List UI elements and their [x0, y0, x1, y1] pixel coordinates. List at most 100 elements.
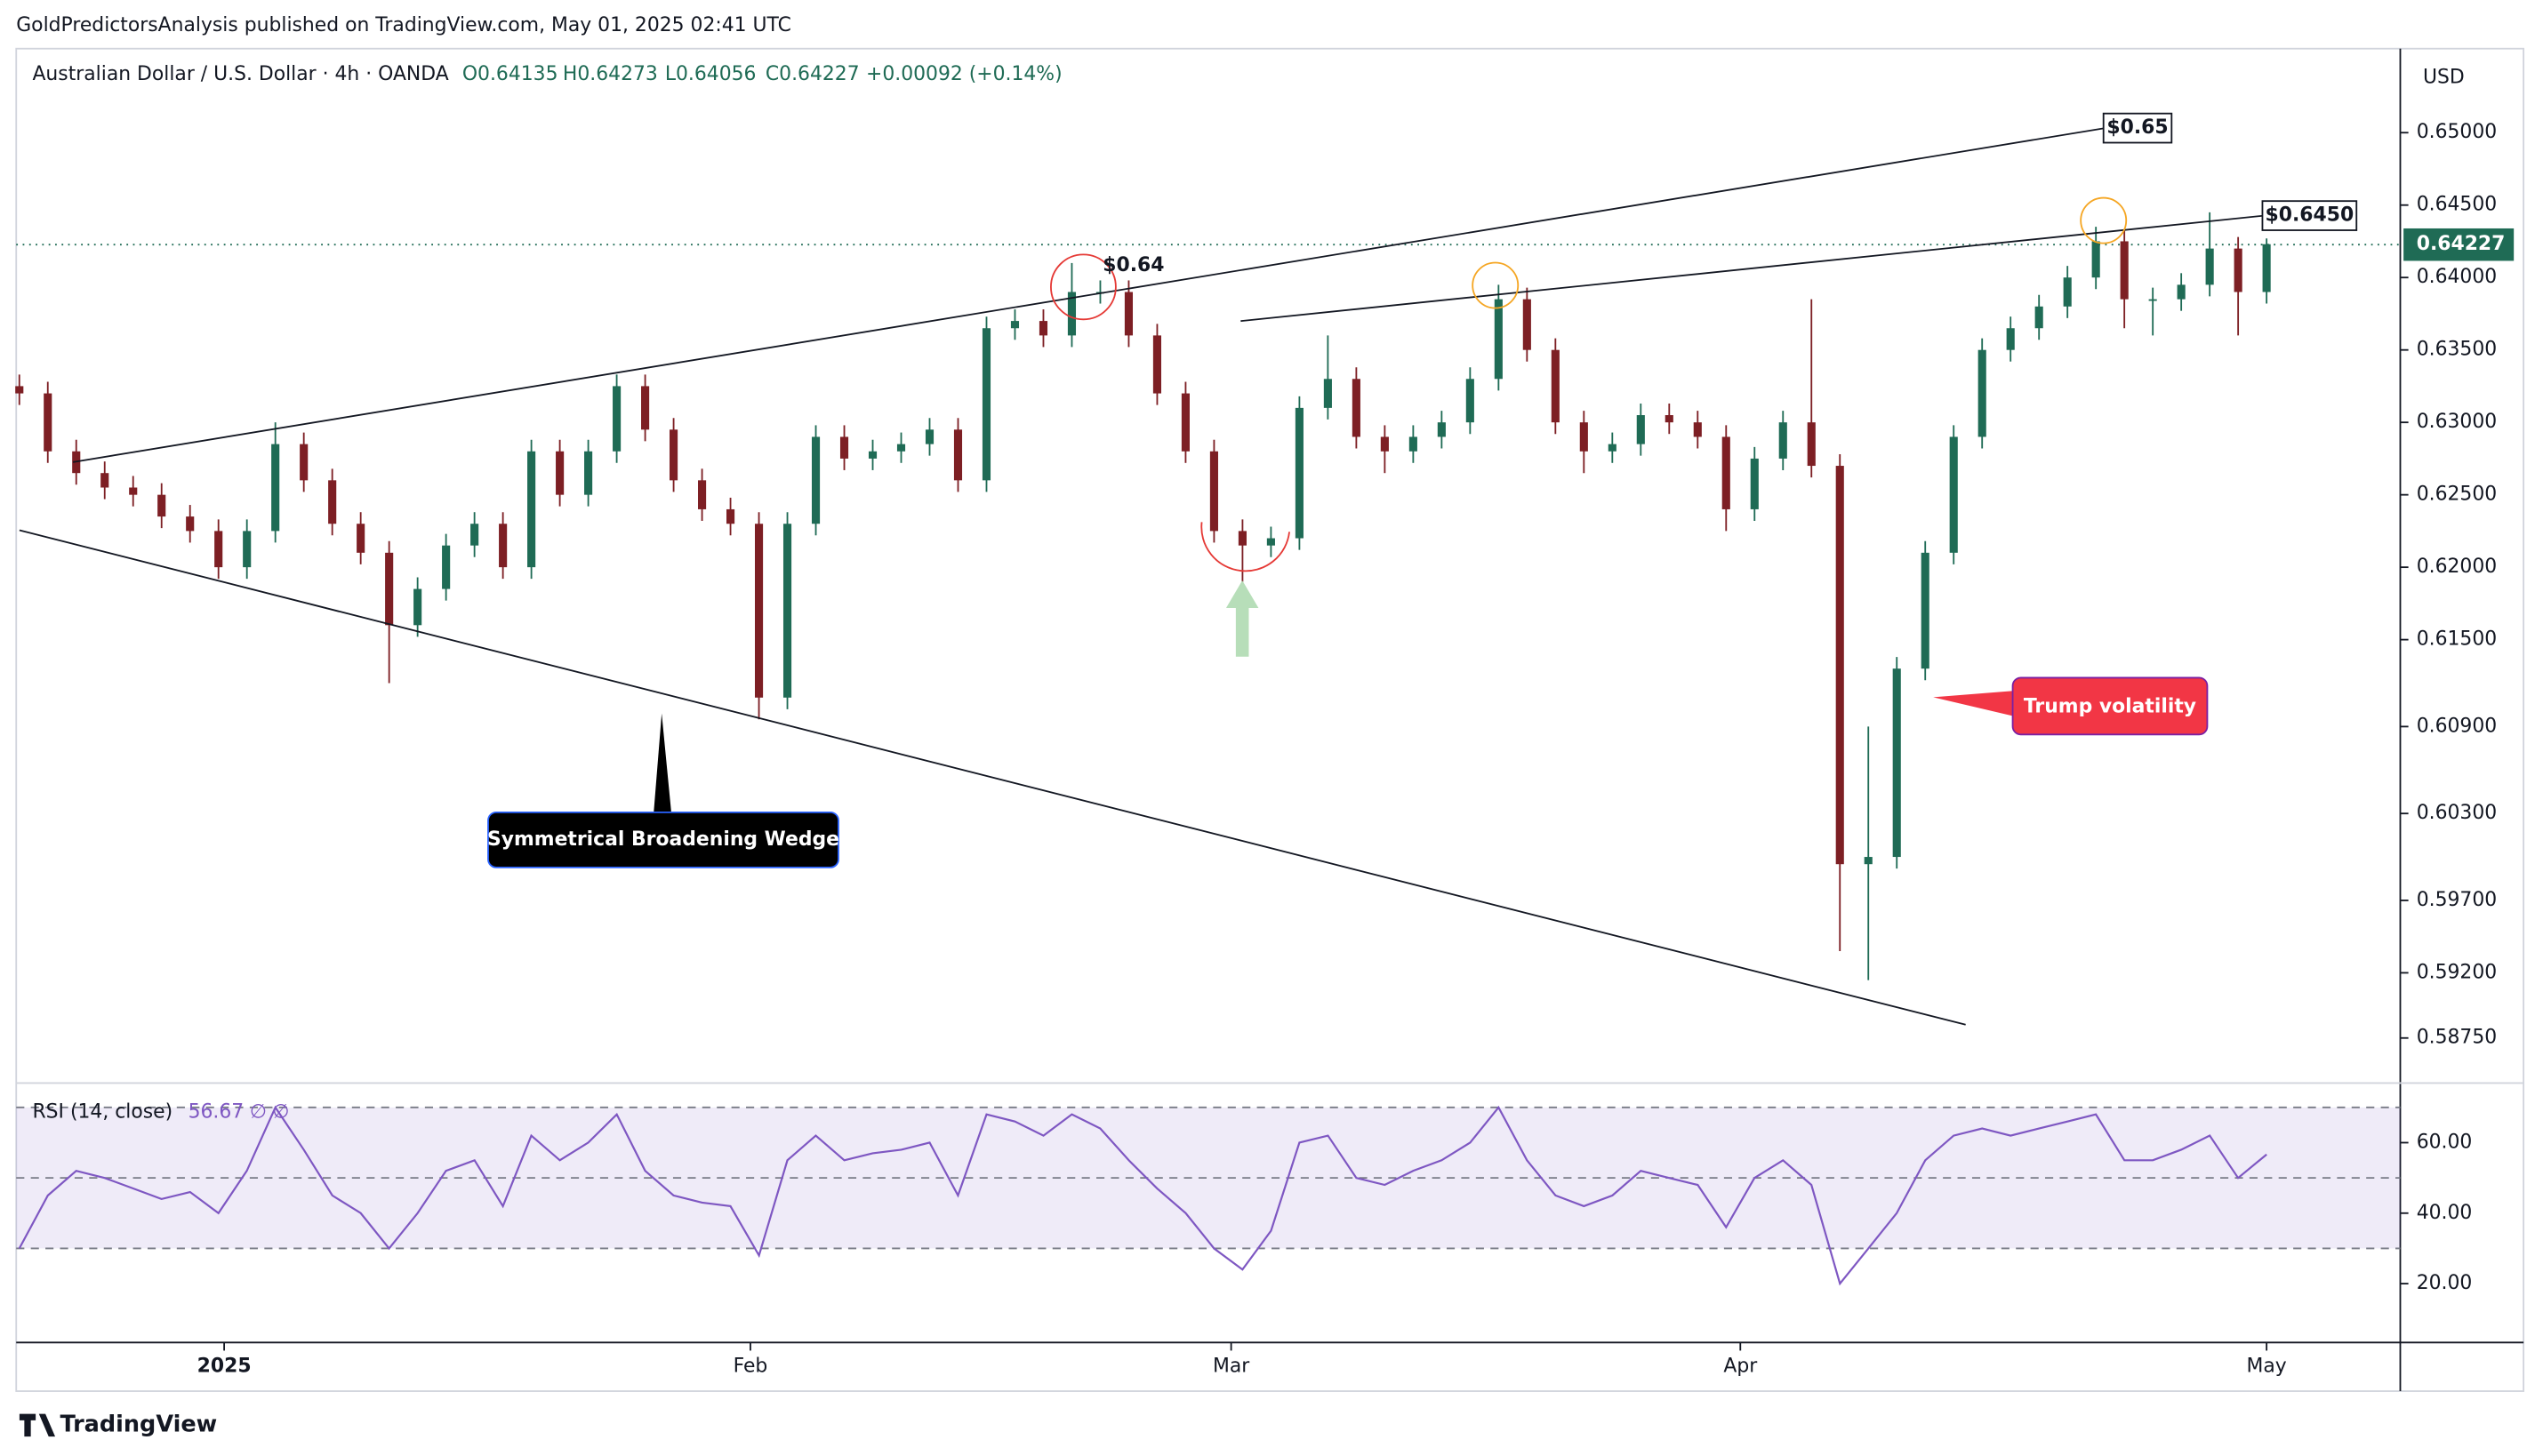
y-tick-label: 0.63500 — [2417, 339, 2497, 361]
x-tick-label: Mar — [1213, 1356, 1249, 1378]
candle-body — [1152, 335, 1161, 394]
candle-body — [1295, 407, 1304, 539]
candle-body — [2262, 244, 2271, 292]
x-tick-label: May — [2247, 1356, 2287, 1378]
candle-body — [271, 444, 280, 532]
ohlc-open: O0.64135 — [462, 63, 558, 85]
x-tick-label: Apr — [1723, 1356, 1757, 1378]
y-tick-label: 0.59700 — [2417, 889, 2497, 911]
candle-body — [1039, 321, 1048, 336]
candle-body — [1864, 857, 1873, 865]
candle-body — [641, 386, 650, 430]
y-tick-label: 0.58750 — [2417, 1027, 2497, 1049]
candle-body — [1266, 538, 1275, 546]
candle-body — [1437, 422, 1446, 437]
rsi-line — [18, 1105, 2267, 1286]
candle-body — [1209, 451, 1218, 532]
annotation: $0.65 — [2106, 116, 2168, 139]
candle-body — [1750, 458, 1759, 509]
candle-body — [1835, 466, 1844, 865]
candle-body — [2034, 306, 2043, 329]
marker-arc — [1200, 522, 1290, 572]
y-tick-label: 0.63000 — [2417, 411, 2497, 433]
candle-body — [44, 393, 52, 452]
rsi-tick-label: 60.00 — [2417, 1131, 2473, 1153]
annotation: Symmetrical Broadening Wedge — [487, 828, 839, 851]
candle-body — [1693, 422, 1702, 437]
ohlc-close: C0.64227 — [766, 63, 860, 85]
candle-body — [2177, 284, 2186, 300]
candle-body — [1807, 422, 1816, 467]
candle-body — [726, 508, 735, 524]
candle-body — [1067, 292, 1077, 336]
candle-body — [1721, 436, 1730, 509]
candle-body — [15, 386, 24, 394]
publisher: GoldPredictorsAnalysis published on Trad… — [16, 14, 791, 36]
wedge-lower — [19, 529, 1966, 1026]
marker-circle — [1050, 253, 1117, 321]
candle-body — [1551, 349, 1560, 423]
candle-body — [300, 444, 309, 481]
rsi-value: 56.67 — [189, 1100, 245, 1123]
candle-body — [811, 436, 821, 524]
candle-body — [157, 494, 166, 517]
candle-body — [556, 451, 565, 495]
candle-body — [186, 516, 195, 532]
candle-body — [1949, 436, 1958, 553]
candle-body — [1778, 422, 1787, 459]
candle-body — [953, 429, 963, 481]
candle-body — [1494, 299, 1503, 380]
marker-circle — [1472, 261, 1520, 309]
rsi-tick-label: 40.00 — [2417, 1202, 2473, 1224]
candle-body — [214, 531, 223, 568]
callout-pointer — [1933, 691, 2017, 717]
candle-body — [1892, 668, 1901, 858]
y-tick-label: 0.61500 — [2417, 628, 2497, 651]
brand-logo — [19, 1413, 56, 1437]
callout-box — [487, 811, 839, 868]
last-price-box — [2403, 228, 2515, 261]
frame — [15, 47, 2525, 1392]
candle-body — [1181, 393, 1190, 452]
candle-body — [100, 473, 109, 488]
annotation: Trump volatility — [2024, 695, 2196, 717]
price-callout — [2261, 200, 2358, 231]
candle-body — [385, 552, 394, 626]
y-tick-label: 0.60900 — [2417, 715, 2497, 737]
candle-body — [868, 451, 878, 459]
brand: TradingView — [60, 1411, 217, 1437]
candle-body — [698, 480, 707, 509]
candle-body — [925, 429, 935, 444]
y-tick-label: 0.64500 — [2417, 194, 2497, 216]
candle-body — [782, 524, 792, 698]
candle-body — [1323, 379, 1332, 408]
rsi-extra: ∅ — [250, 1100, 267, 1123]
rsi-label: RSI (14, close) — [32, 1100, 172, 1123]
candle-body — [1238, 531, 1247, 546]
y-tick-label: 0.65000 — [2417, 121, 2497, 143]
candle-body — [527, 451, 536, 568]
candle-body — [613, 386, 622, 452]
candle-body — [1522, 299, 1531, 350]
candle-body — [1636, 415, 1645, 444]
candle-body — [2148, 299, 2157, 301]
candle-body — [1579, 422, 1588, 452]
candles — [15, 212, 2271, 980]
currency: USD — [2423, 67, 2465, 89]
candle-body — [2120, 241, 2129, 300]
candle-body — [670, 429, 678, 481]
candle-body — [442, 545, 451, 589]
candle-body — [584, 451, 593, 495]
candle-body — [982, 328, 991, 481]
y-tick-label: 0.60300 — [2417, 802, 2497, 824]
wedge-upper — [72, 127, 2106, 463]
x-tick-label: Feb — [734, 1356, 768, 1378]
candle-body — [2091, 241, 2100, 278]
candle-body — [413, 588, 422, 626]
candle-body — [2234, 248, 2242, 292]
up-arrow — [1225, 580, 1259, 657]
drawings — [19, 127, 2265, 1026]
marker-circle — [2080, 196, 2128, 244]
resistance-line — [1240, 214, 2265, 323]
